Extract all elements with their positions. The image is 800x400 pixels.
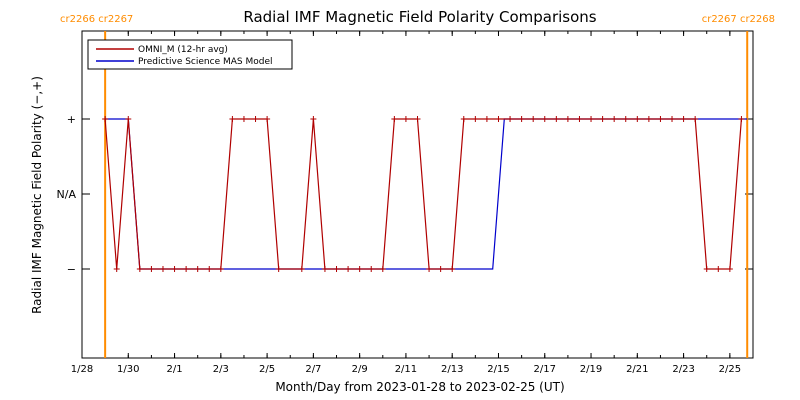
x-axis: 1/28 1/30 2/1 2/3 2/5 2/7 2/9 2/11 2/13 2/15 2/17 2… xyxy=(71,31,754,375)
series-omni-point xyxy=(669,116,676,122)
y-tick-label: N/A xyxy=(57,188,77,201)
x-tick-label: 1/28 xyxy=(71,364,93,375)
series-omni-point xyxy=(564,116,571,122)
series-omni-point xyxy=(588,116,595,122)
series-omni-point xyxy=(460,116,467,122)
series-mas-line xyxy=(105,118,748,270)
cr-label-right: cr2267 cr2268 xyxy=(702,14,775,25)
series-omni-point xyxy=(414,116,421,122)
x-tick-label: 2/7 xyxy=(305,364,321,375)
series-omni-point xyxy=(726,266,733,272)
series-omni-point xyxy=(194,266,201,272)
series-omni-point xyxy=(426,266,433,272)
y-axis: − N/A + xyxy=(57,113,753,276)
series-omni-point xyxy=(437,266,444,272)
series-omni-point xyxy=(680,116,687,122)
series-omni-point xyxy=(240,116,247,122)
x-tick-label: 2/5 xyxy=(259,364,275,375)
legend-label-mas: Predictive Science MAS Model xyxy=(138,57,273,67)
series-omni-point xyxy=(333,266,340,272)
x-tick-label: 2/3 xyxy=(213,364,229,375)
series-omni-point xyxy=(368,266,375,272)
chart-title: Radial IMF Magnetic Field Polarity Compa… xyxy=(243,8,596,26)
y-axis-label: Radial IMF Magnetic Field Polarity (−,+) xyxy=(30,76,44,314)
series-omni-point xyxy=(634,116,641,122)
plot-frame xyxy=(81,30,754,359)
series-omni-point xyxy=(518,116,525,122)
series-omni-line xyxy=(104,118,742,270)
x-tick-label: 2/13 xyxy=(441,364,463,375)
x-tick-label: 2/21 xyxy=(626,364,648,375)
series-omni-point xyxy=(507,116,514,122)
x-axis-label: Month/Day from 2023-01-28 to 2023-02-25 … xyxy=(275,380,564,394)
x-tick-label: 2/23 xyxy=(672,364,694,375)
series-omni-point xyxy=(657,116,664,122)
series-omni-point xyxy=(692,116,699,122)
series-omni-point xyxy=(136,266,143,272)
series-omni-point xyxy=(252,116,259,122)
x-tick-label: 2/11 xyxy=(395,364,417,375)
series-omni-point xyxy=(553,116,560,122)
series-omni-point xyxy=(645,116,652,122)
x-tick-label: 2/1 xyxy=(167,364,183,375)
series-omni-point xyxy=(715,266,722,272)
x-tick-label: 2/19 xyxy=(580,364,602,375)
series-omni-point xyxy=(402,116,409,122)
series-omni-point xyxy=(576,116,583,122)
y-tick-label: + xyxy=(67,113,76,126)
series-omni-point xyxy=(310,116,317,122)
series-omni-point xyxy=(541,116,548,122)
series-omni-point xyxy=(738,116,745,122)
x-tick-label: 2/9 xyxy=(352,364,368,375)
x-tick-label: 1/30 xyxy=(117,364,139,375)
y-tick-label: − xyxy=(67,263,76,276)
series-omni-point xyxy=(449,266,456,272)
series-omni-point xyxy=(159,266,166,272)
series-omni-point xyxy=(611,116,618,122)
series-omni-point xyxy=(206,266,213,272)
series-omni-point xyxy=(472,116,479,122)
series-omni-point xyxy=(113,266,120,272)
cr-label-left: cr2266 cr2267 xyxy=(60,14,133,25)
series-omni-point xyxy=(530,116,537,122)
series-omni-point xyxy=(345,266,352,272)
x-tick-label: 2/25 xyxy=(719,364,741,375)
series-omni-point xyxy=(391,116,398,122)
series-omni-point xyxy=(264,116,271,122)
series-omni-point xyxy=(298,266,305,272)
series-omni-point xyxy=(599,116,606,122)
x-tick-label: 2/15 xyxy=(487,364,509,375)
series-omni-point xyxy=(102,116,109,122)
series-omni-point xyxy=(495,116,502,122)
legend-box xyxy=(87,39,293,70)
series-omni-point xyxy=(379,266,386,272)
legend: OMNI_M (12-hr avg) Predictive Science MA… xyxy=(87,39,293,70)
series-omni-point xyxy=(703,266,710,272)
carrington-markers xyxy=(104,31,749,358)
series-layer xyxy=(102,116,748,272)
series-omni-point xyxy=(217,266,224,272)
series-omni-point xyxy=(125,116,132,122)
series-omni-point xyxy=(483,116,490,122)
series-omni-point xyxy=(622,116,629,122)
x-tick-label: 2/17 xyxy=(534,364,556,375)
series-omni-point xyxy=(229,116,236,122)
series-omni-point xyxy=(356,266,363,272)
series-omni-point xyxy=(321,266,328,272)
series-omni-point xyxy=(148,266,155,272)
series-omni-point xyxy=(275,266,282,272)
series-omni-point xyxy=(171,266,178,272)
legend-label-omni: OMNI_M (12-hr avg) xyxy=(138,45,228,55)
series-omni-point xyxy=(183,266,190,272)
